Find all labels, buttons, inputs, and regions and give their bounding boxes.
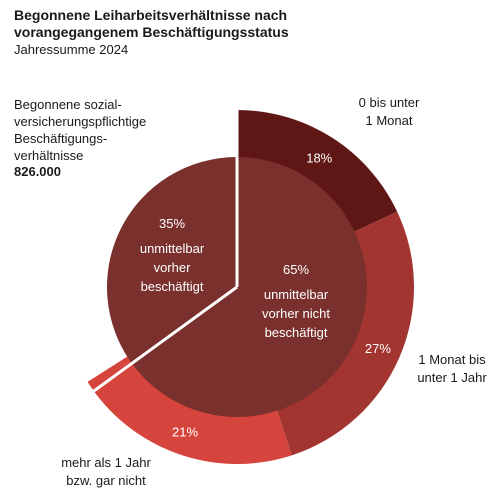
outer-ring-slice — [237, 110, 398, 233]
total-label-line: Beschäftigungs- — [14, 131, 108, 146]
inner-category-label: unmittelbar vorher beschäftigt — [140, 241, 205, 294]
inner-pie-slice — [131, 157, 367, 417]
total-label-line: Begonnene sozial- — [14, 97, 122, 112]
inner-value-label: 35% — [159, 216, 185, 231]
outer-value-label: 21% — [172, 424, 198, 439]
outer-value-label: 18% — [306, 150, 332, 165]
total-value: 826.000 — [14, 164, 61, 179]
inner-value-label: 65% — [283, 262, 309, 277]
total-label-line: versicherungspflichtige — [14, 114, 147, 129]
outer-value-label: 27% — [365, 341, 391, 356]
slice-separator — [72, 285, 238, 407]
outer-category-label: 1 Monat bis unter 1 Jahr — [417, 352, 487, 385]
outer-category-label: mehr als 1 Jahr bzw. gar nicht — [61, 455, 151, 488]
total-label: Begonnene sozial- versicherungspflichtig… — [14, 96, 184, 164]
chart-subtitle: Jahressumme 2024 — [14, 42, 129, 57]
inner-pie-slice — [106, 157, 237, 364]
outer-ring-slice — [276, 211, 415, 456]
chart-title: Begonnene Leiharbeitsverhältnisse nach v… — [14, 7, 289, 40]
outer-category-label: 0 bis unter 1 Monat — [359, 95, 420, 128]
outer-ring-slice — [87, 355, 292, 464]
inner-category-label: unmittelbar vorher nicht beschäftigt — [262, 287, 330, 340]
total-label-line: verhältnisse — [14, 148, 84, 163]
